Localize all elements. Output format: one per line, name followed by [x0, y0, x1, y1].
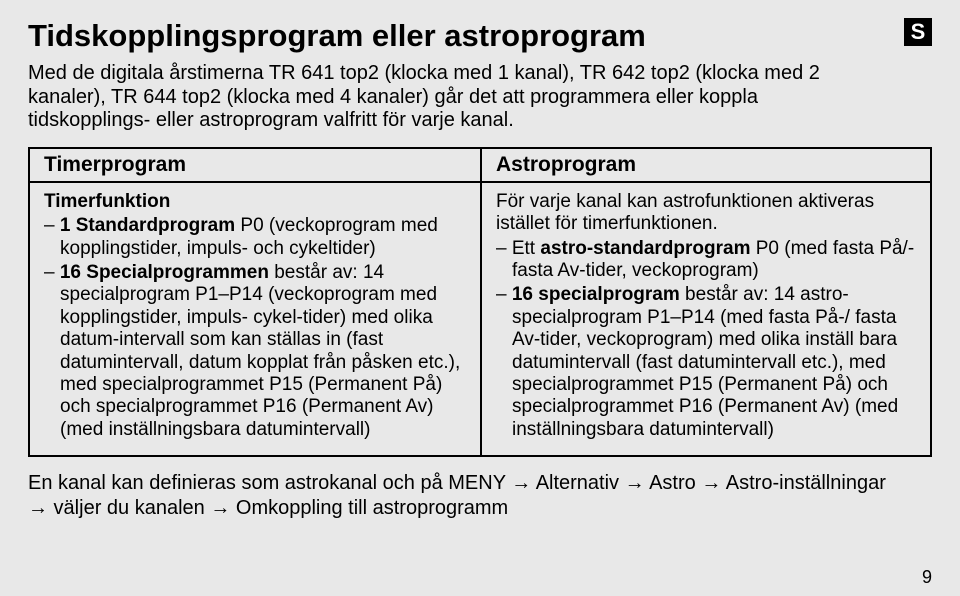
astro-body: För varje kanal kan astrofunktionen akti…	[496, 191, 916, 441]
outro-paragraph: En kanal kan definieras som astrokanal o…	[28, 471, 932, 521]
astro-header: Astroprogram	[482, 149, 930, 183]
arrow-icon: →	[625, 472, 645, 494]
intro-paragraph: Med de digitala årstimerna TR 641 top2 (…	[28, 62, 878, 133]
astro-item-2: 16 specialprogram består av: 14 astro-sp…	[496, 284, 916, 441]
page-title: Tidskopplingsprogram eller astroprogram	[28, 18, 932, 54]
arrow-icon: →	[701, 472, 721, 494]
timer-header: Timerprogram	[30, 149, 480, 183]
arrow-icon: →	[511, 472, 531, 494]
astro-program-box: Astroprogram För varje kanal kan astrofu…	[480, 149, 930, 455]
program-table: Timerprogram Timerfunktion 1 Standardpro…	[28, 147, 932, 457]
page-number: 9	[922, 567, 932, 588]
timer-body: Timerfunktion 1 Standardprogram P0 (veck…	[44, 191, 466, 441]
timer-program-box: Timerprogram Timerfunktion 1 Standardpro…	[30, 149, 480, 455]
arrow-icon: →	[28, 497, 48, 519]
astro-para: För varje kanal kan astrofunktionen akti…	[496, 191, 916, 236]
timer-item-1: 1 Standardprogram P0 (veckoprogram med k…	[44, 215, 466, 260]
timer-item-2: 16 Specialprogrammen består av: 14 speci…	[44, 262, 466, 441]
astro-item-1: Ett astro-standardprogram P0 (med fasta …	[496, 238, 916, 283]
language-badge: S	[904, 18, 932, 46]
arrow-icon: →	[210, 497, 230, 519]
timer-subheader: Timerfunktion	[44, 191, 170, 212]
